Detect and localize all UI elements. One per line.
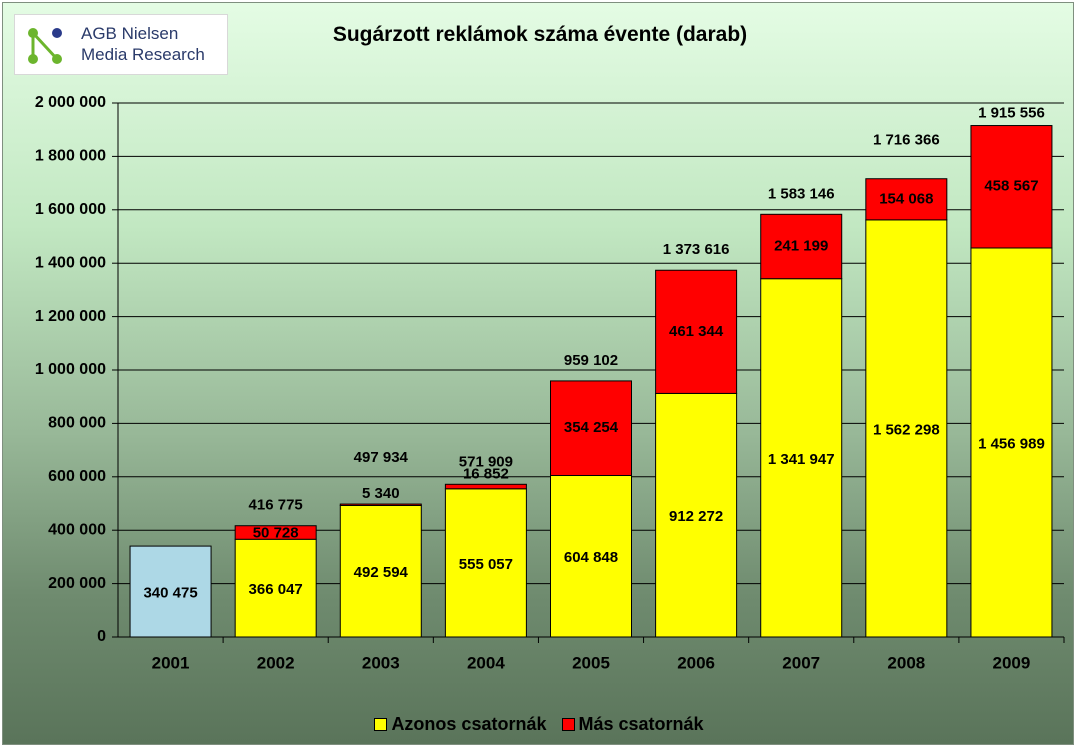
y-tick-label: 2 000 000 [35,94,106,111]
legend-item-mas: Más csatornák [561,714,704,735]
bar-label-azonos: 912 272 [669,508,723,525]
bar-label-mas: 461 344 [669,323,724,340]
bar-label-mas: 154 068 [879,190,933,207]
legend-item-azonos: Azonos csatornák [374,714,546,735]
bar-mas [339,503,422,506]
y-tick-label: 1 000 000 [35,361,106,378]
bar-label-azonos: 555 057 [459,556,513,573]
total-label: 497 934 [354,449,409,466]
bar-azonos [234,538,317,638]
bar-label-azonos: 366 047 [249,581,303,598]
total-label: 416 775 [249,497,303,514]
x-tick-label: 2004 [467,653,505,672]
bar-mas [444,483,527,490]
bar-mas [865,178,948,221]
chart-title-text: Sugárzott reklámok száma évente (darab) [332,23,748,46]
legend-label-mas: Más csatornák [578,714,704,734]
x-tick-label: 2001 [152,653,190,672]
bar-azonos [550,475,632,638]
bar-mas [970,125,1053,249]
legend: Azonos csatornák Más csatornák [0,714,1078,736]
y-tick-label: 1 200 000 [35,308,106,325]
total-label: 959 102 [564,352,618,369]
x-tick-label: 2005 [572,653,610,672]
y-tick-label: 0 [97,628,106,645]
bar-mas [760,213,843,280]
logo-line-1: AGB Nielsen [81,24,179,43]
bar-label-azonos: 1 456 989 [978,435,1045,452]
bar-azonos [970,247,1053,638]
bar-label-mas: 50 728 [253,524,299,541]
legend-swatch-mas [561,718,575,731]
y-tick-label: 600 000 [48,468,106,485]
bar-label-azonos: 1 562 298 [873,421,940,438]
bar-label-mas: 5 340 [362,485,400,502]
bar-label-azonos: 340 475 [143,585,197,602]
legend-label-azonos: Azonos csatornák [391,714,547,734]
bar-azonos [129,545,212,638]
bar-azonos [339,504,422,638]
bar-label-azonos: 604 848 [564,549,618,566]
logo-mark-icon [28,28,62,64]
bar-mas [655,269,738,394]
x-tick-label: 2008 [887,653,925,672]
bar-label-mas: 458 567 [984,178,1038,195]
y-tick-label: 400 000 [48,521,106,538]
x-tick-label: 2006 [677,653,715,672]
x-tick-label: 2007 [782,653,820,672]
bar-label-mas: 16 852 [463,465,509,482]
y-tick-label: 1 800 000 [35,148,106,165]
chart-title: Sugárzott reklámok száma évente (darab) [0,23,1078,47]
y-tick-label: 200 000 [48,575,106,592]
bar-label-mas: 241 199 [774,237,828,254]
x-tick-label: 2002 [257,653,295,672]
bar-azonos [655,392,738,638]
total-label: 1 583 146 [768,185,835,202]
y-tick-label: 1 600 000 [35,201,106,218]
logo-line-2: Media Research [81,45,205,64]
y-tick-label: 1 400 000 [35,254,106,271]
bar-azonos [865,219,948,638]
total-label: 1 915 556 [978,105,1045,122]
agb-nielsen-logo: AGB Nielsen Media Research [14,14,228,75]
bar-mas [234,525,317,540]
total-label: 1 716 366 [873,132,940,149]
bar-mas [550,380,632,477]
bar-azonos [760,278,843,638]
total-label: 571 909 [459,453,513,470]
bar-label-mas: 354 254 [564,419,619,436]
legend-swatch-azonos [374,718,388,731]
bar-label-azonos: 1 341 947 [768,451,835,468]
y-tick-label: 800 000 [48,415,106,432]
x-tick-label: 2003 [362,653,400,672]
total-label: 1 373 616 [663,241,730,258]
x-tick-label: 2009 [993,653,1031,672]
bar-label-azonos: 492 594 [354,564,409,581]
